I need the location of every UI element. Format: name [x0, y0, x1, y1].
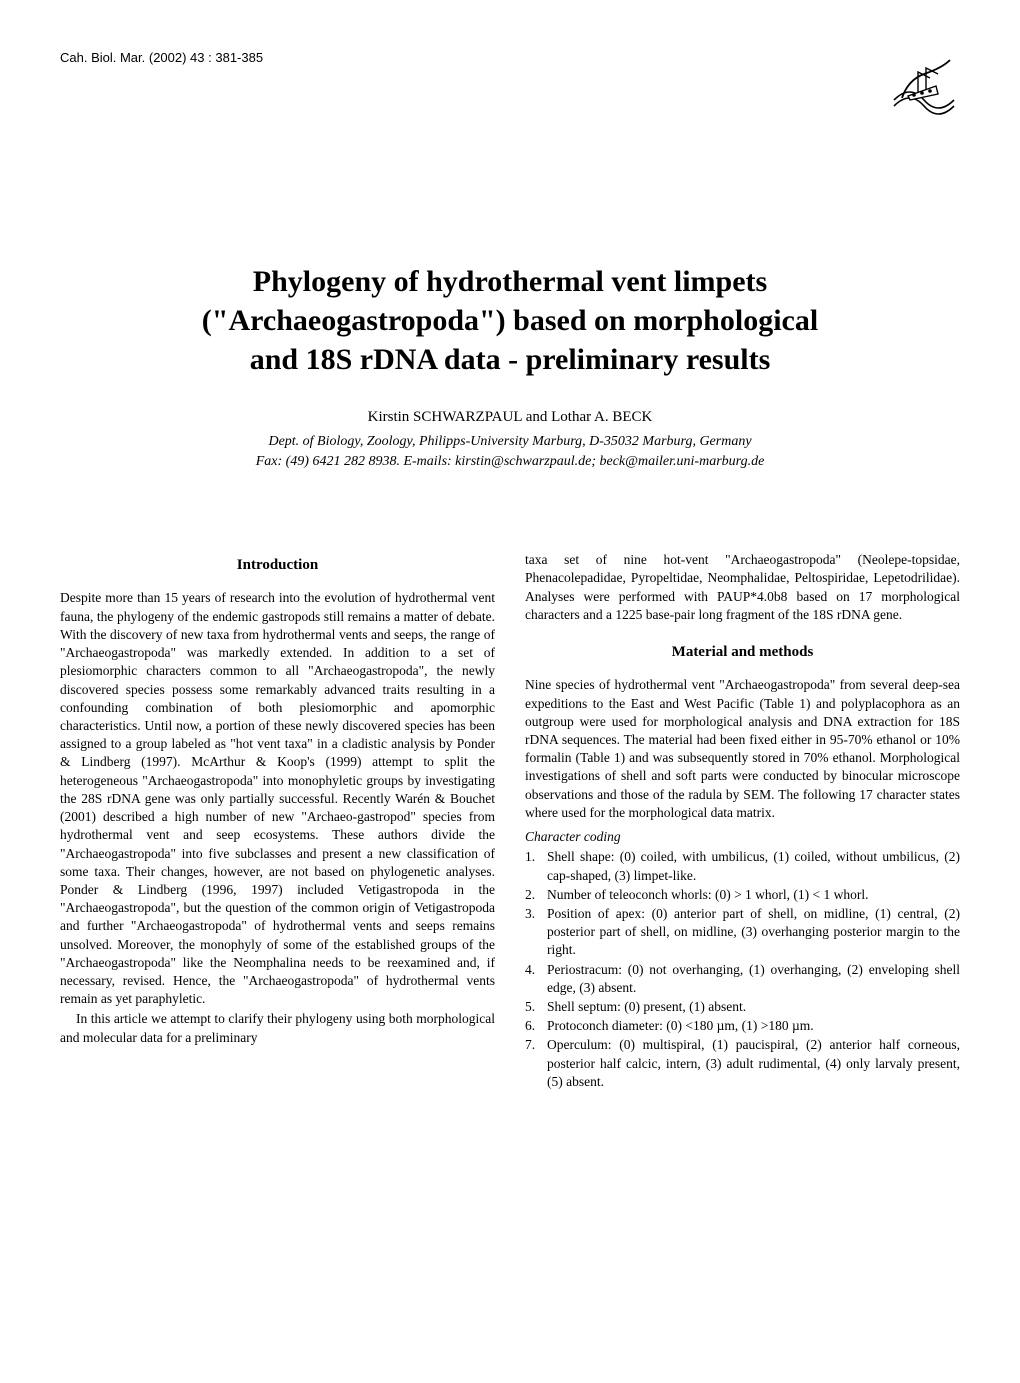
character-list: 1. Shell shape: (0) coiled, with umbilic… — [525, 848, 960, 1091]
title-line-3: and 18S rDNA data - preliminary results — [250, 343, 771, 376]
title-line-1: Phylogeny of hydrothermal vent limpets — [253, 265, 767, 298]
char-item-6: 6. Protoconch diameter: (0) <180 µm, (1)… — [525, 1017, 960, 1035]
char-text: Protoconch diameter: (0) <180 µm, (1) >1… — [547, 1017, 960, 1035]
char-text: Position of apex: (0) anterior part of s… — [547, 905, 960, 960]
introduction-heading: Introduction — [60, 555, 495, 575]
journal-logo-icon — [888, 50, 960, 122]
methods-heading: Material and methods — [525, 642, 960, 662]
char-item-3: 3. Position of apex: (0) anterior part o… — [525, 905, 960, 960]
intro-para-3: taxa set of nine hot-vent "Archaeogastro… — [525, 551, 960, 624]
citation-text: Cah. Biol. Mar. (2002) 43 : 381-385 — [60, 50, 263, 65]
char-num: 1. — [525, 848, 547, 884]
header-row: Cah. Biol. Mar. (2002) 43 : 381-385 — [60, 50, 960, 122]
title-line-2: ("Archaeogastropoda") based on morpholog… — [202, 304, 818, 337]
char-num: 7. — [525, 1036, 547, 1091]
char-item-5: 5. Shell septum: (0) present, (1) absent… — [525, 998, 960, 1016]
methods-para-1: Nine species of hydrothermal vent "Archa… — [525, 676, 960, 822]
char-text: Shell septum: (0) present, (1) absent. — [547, 998, 960, 1016]
char-num: 4. — [525, 961, 547, 997]
intro-para-2: In this article we attempt to clarify th… — [60, 1010, 495, 1046]
affiliation-line-1: Dept. of Biology, Zoology, Philipps-Univ… — [268, 434, 751, 449]
char-text: Operculum: (0) multispiral, (1) paucispi… — [547, 1036, 960, 1091]
affiliation-line-2: Fax: (49) 6421 282 8938. E-mails: kirsti… — [256, 454, 765, 469]
char-num: 5. — [525, 998, 547, 1016]
character-coding-heading: Character coding — [525, 828, 960, 846]
char-item-7: 7. Operculum: (0) multispiral, (1) pauci… — [525, 1036, 960, 1091]
affiliation: Dept. of Biology, Zoology, Philipps-Univ… — [60, 432, 960, 471]
char-num: 6. — [525, 1017, 547, 1035]
char-text: Shell shape: (0) coiled, with umbilicus,… — [547, 848, 960, 884]
char-item-2: 2. Number of teleoconch whorls: (0) > 1 … — [525, 886, 960, 904]
char-item-4: 4. Periostracum: (0) not overhanging, (1… — [525, 961, 960, 997]
paper-title: Phylogeny of hydrothermal vent limpets (… — [60, 262, 960, 379]
right-column: taxa set of nine hot-vent "Archaeogastro… — [525, 551, 960, 1092]
char-text: Periostracum: (0) not overhanging, (1) o… — [547, 961, 960, 997]
char-num: 2. — [525, 886, 547, 904]
authors: Kirstin SCHWARZPAUL and Lothar A. BECK — [60, 409, 960, 426]
char-num: 3. — [525, 905, 547, 960]
char-item-1: 1. Shell shape: (0) coiled, with umbilic… — [525, 848, 960, 884]
intro-para-1: Despite more than 15 years of research i… — [60, 589, 495, 1008]
two-column-body: Introduction Despite more than 15 years … — [60, 551, 960, 1092]
char-text: Number of teleoconch whorls: (0) > 1 who… — [547, 886, 960, 904]
left-column: Introduction Despite more than 15 years … — [60, 551, 495, 1092]
